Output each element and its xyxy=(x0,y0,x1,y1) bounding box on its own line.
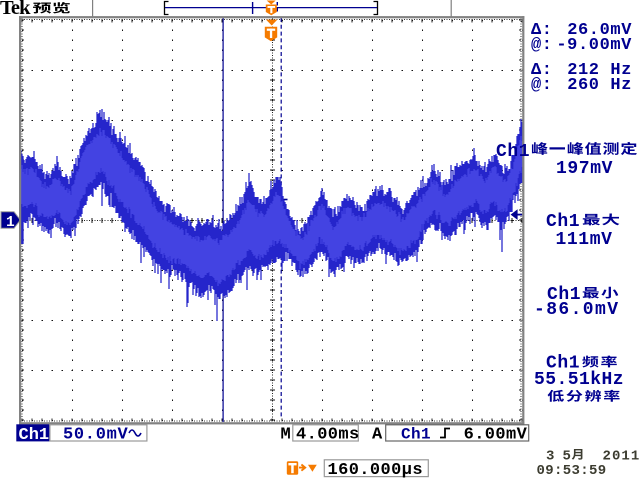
svg-text:55.51kHz: 55.51kHz xyxy=(534,370,624,390)
svg-text:-86.0mV: -86.0mV xyxy=(534,300,619,320)
svg-text:6.00mV: 6.00mV xyxy=(464,425,528,444)
svg-text:M: M xyxy=(281,425,291,444)
svg-text:212 Hz: 212 Hz xyxy=(567,61,632,80)
svg-text:Ch1: Ch1 xyxy=(547,285,581,305)
svg-text:Tek: Tek xyxy=(0,0,31,19)
svg-text:Δ:: Δ: xyxy=(531,61,553,80)
svg-text:260 Hz: 260 Hz xyxy=(567,76,632,95)
svg-text:Ch1: Ch1 xyxy=(401,425,431,443)
svg-text:Ch1: Ch1 xyxy=(546,212,580,232)
svg-text:09:53:59: 09:53:59 xyxy=(537,463,607,479)
svg-text:50.0mV: 50.0mV xyxy=(63,426,129,445)
svg-text:Δ:: Δ: xyxy=(531,21,553,40)
svg-text:A: A xyxy=(372,425,383,444)
svg-text:3: 3 xyxy=(546,448,554,464)
svg-text:Ch1: Ch1 xyxy=(19,426,50,445)
svg-text:-9.00mV: -9.00mV xyxy=(556,36,632,55)
svg-text:26.0mV: 26.0mV xyxy=(567,21,632,40)
svg-text:@:: @: xyxy=(531,36,553,55)
svg-text:160.000µs: 160.000µs xyxy=(328,461,423,480)
svg-text:2011: 2011 xyxy=(603,448,640,464)
svg-text:1: 1 xyxy=(6,215,15,231)
svg-text:Ch1: Ch1 xyxy=(546,354,580,374)
svg-text:197mV: 197mV xyxy=(556,159,613,179)
svg-text:4.00ms: 4.00ms xyxy=(296,425,360,444)
svg-text:@:: @: xyxy=(531,76,553,95)
svg-text:5: 5 xyxy=(563,448,571,464)
svg-text:Ch1: Ch1 xyxy=(496,142,530,162)
svg-text:111mV: 111mV xyxy=(556,230,613,250)
